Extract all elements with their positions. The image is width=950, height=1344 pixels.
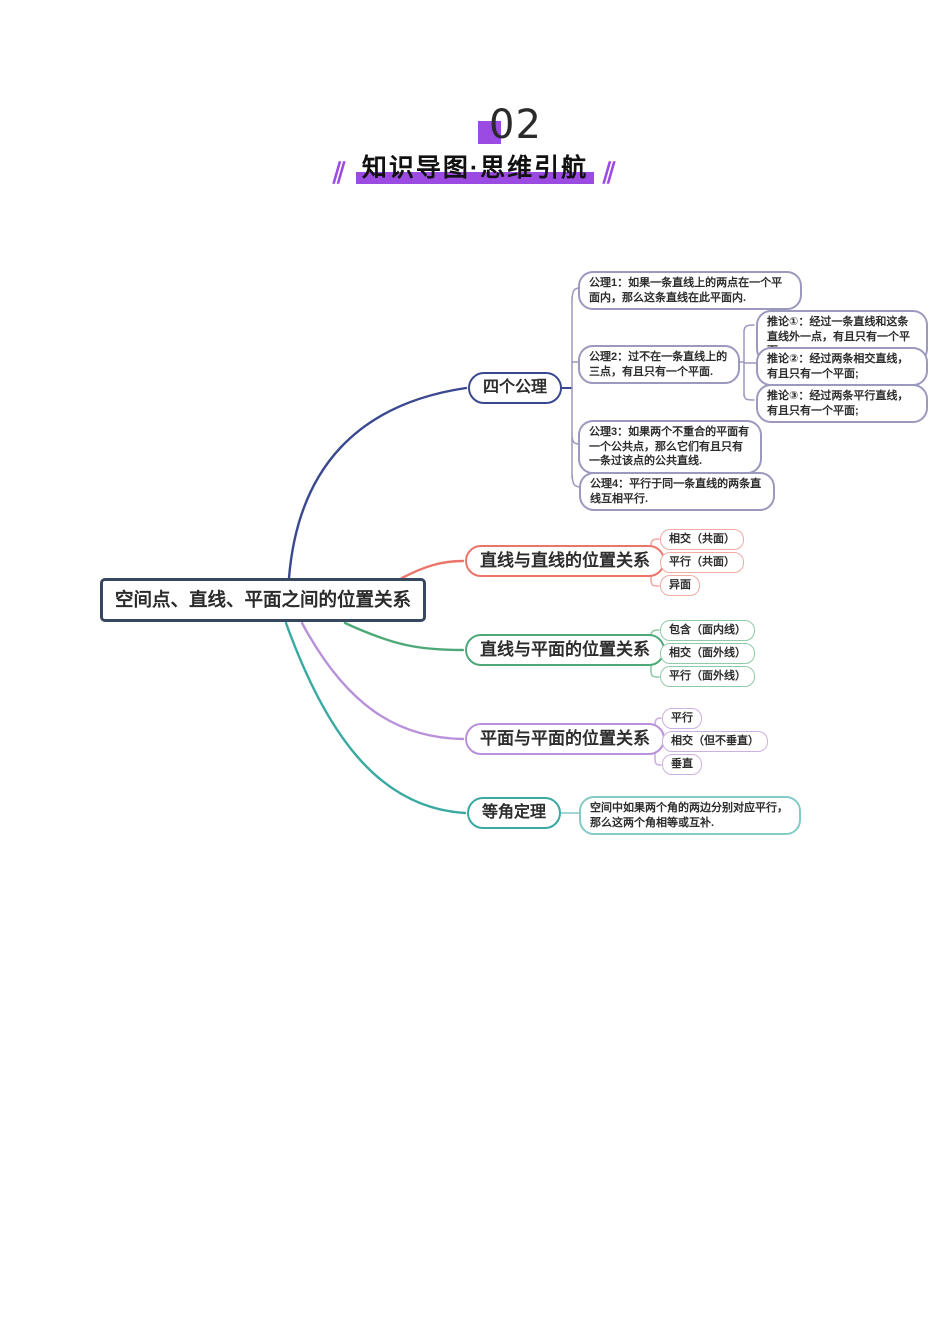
section-number: 02 bbox=[489, 102, 542, 148]
axiom-2-box: 公理2：过不在一条直线上的三点，有且只有一个平面. bbox=[578, 345, 740, 385]
axiom-1-box: 公理1：如果一条直线上的两点在一个平面内，那么这条直线在此平面内. bbox=[578, 271, 802, 311]
axiom-4-box: 公理4：平行于同一条直线的两条直线互相平行. bbox=[579, 472, 775, 512]
curve-root-to-equal-angle bbox=[284, 621, 467, 815]
branch-equal-angle-theorem: 等角定理 bbox=[467, 797, 562, 829]
curve-root-to-four-axioms bbox=[287, 386, 468, 580]
purple-square-decor bbox=[478, 121, 501, 144]
section-header: ∥ 知识导图·思维引航 ∥ bbox=[0, 153, 950, 185]
title-highlight-bar bbox=[355, 172, 595, 185]
curve-root-to-line-line bbox=[400, 559, 465, 580]
child-parallel-out-of-plane: 平行（面外线） bbox=[660, 666, 755, 687]
branch-line-line-relations: 直线与直线的位置关系 bbox=[465, 545, 665, 577]
child-planes-intersect-not-perpendicular: 相交（但不垂直） bbox=[662, 731, 768, 752]
child-skew-lines: 异面 bbox=[660, 575, 700, 596]
child-contained-in-plane: 包含（面内线） bbox=[660, 620, 755, 641]
root-node: 空间点、直线、平面之间的位置关系 bbox=[100, 578, 427, 622]
child-planes-parallel: 平行 bbox=[662, 708, 702, 729]
child-intersect-out-of-plane: 相交（面外线） bbox=[660, 643, 755, 664]
section-title: 知识导图·思维引航 bbox=[361, 154, 589, 182]
corollary-2-box: 推论②：经过两条相交直线，有且只有一个平面; bbox=[756, 347, 928, 387]
axiom-3-box: 公理3：如果两个不重合的平面有一个公共点，那么它们有且只有一条过该点的公共直线. bbox=[578, 420, 762, 474]
child-intersect-coplanar: 相交（共面） bbox=[660, 529, 744, 550]
child-parallel-coplanar: 平行（共面） bbox=[660, 552, 744, 573]
section-title-box: 知识导图·思维引航 bbox=[355, 153, 595, 185]
branch-line-plane-relations: 直线与平面的位置关系 bbox=[465, 634, 665, 666]
curve-root-to-plane-plane bbox=[300, 621, 465, 741]
child-planes-perpendicular: 垂直 bbox=[662, 754, 702, 775]
axiom-branch-lines bbox=[571, 287, 757, 488]
corollary-3-box: 推论③：经过两条平行直线，有且只有一个平面; bbox=[756, 384, 928, 424]
branch-four-axioms: 四个公理 bbox=[468, 372, 563, 404]
branch-plane-plane-relations: 平面与平面的位置关系 bbox=[465, 723, 665, 755]
equal-angle-theorem-statement: 空间中如果两个角的两边分别对应平行，那么这两个角相等或互补. bbox=[579, 796, 801, 836]
curve-root-to-line-plane bbox=[343, 621, 465, 652]
